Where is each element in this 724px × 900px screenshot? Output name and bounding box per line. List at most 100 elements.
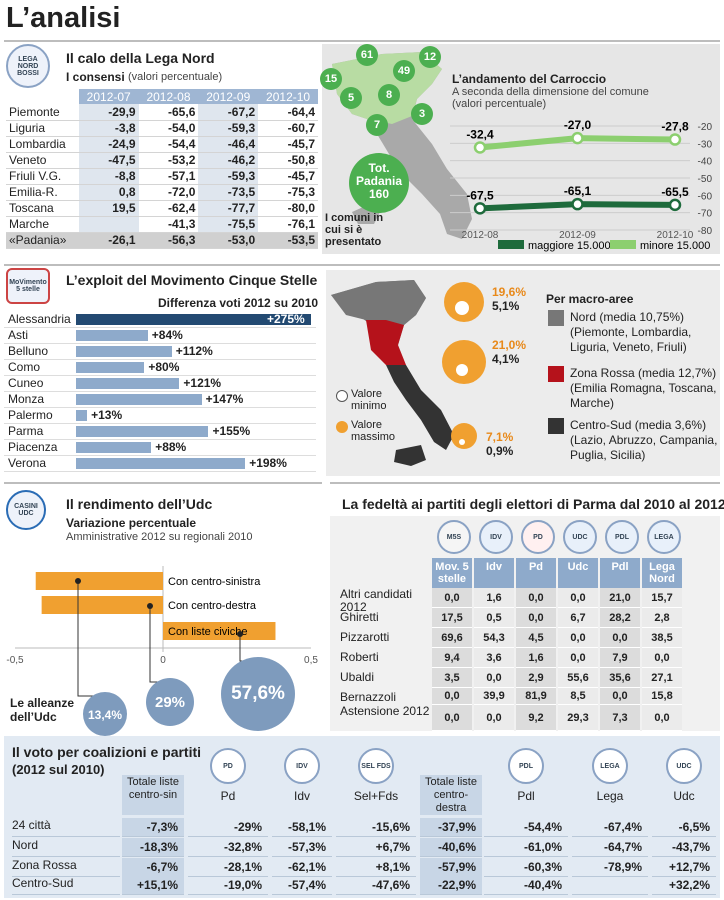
column-header: Pd (516, 558, 556, 588)
carroccio-subtitle2: (valori percentuale) (452, 98, 547, 110)
table-cell: -46,4 (198, 136, 259, 153)
table-cell: 0,0 (516, 588, 556, 608)
row-label: Centro-Sud (12, 876, 120, 895)
coalizioni-subtitle: (2012 sul 2010) (12, 762, 105, 777)
bar-value: +84% (151, 328, 183, 342)
bar (76, 410, 88, 421)
map-count: 7 (366, 114, 388, 136)
table-cell: 0,0 (642, 705, 682, 731)
udc-title: Il rendimento dell’Udc (66, 496, 213, 512)
alliance-bubble (83, 692, 127, 736)
italy-map-m5s (331, 280, 454, 466)
carroccio-title: L’andamento del Carroccio (452, 72, 607, 86)
column-header: Pd (220, 789, 236, 803)
table-cell: -57,9% (420, 858, 482, 877)
table-cell: -61,0% (484, 838, 568, 857)
region-name: Marche (6, 216, 79, 233)
table-cell: 4,5 (516, 628, 556, 648)
row-divider (4, 343, 316, 344)
bar-value: +121% (183, 376, 222, 390)
table-cell: 39,9 (474, 688, 514, 705)
table-cell: 0,0 (600, 688, 640, 705)
table-row: Lombardia -24,9 -54,4 -46,4 -45,7 (6, 136, 318, 153)
table-cell: -47,5 (78, 152, 139, 169)
bar-category: Monza (8, 392, 45, 406)
carroccio-subtitle: A seconda della dimensione del comune (452, 86, 649, 98)
data-label: -65,5 (661, 185, 689, 199)
table-cell: -53,2 (138, 152, 199, 169)
row-divider (4, 327, 316, 328)
bar-label: Con liste civiche (168, 626, 247, 638)
table-cell: 0,0 (474, 705, 514, 731)
x-tick-label: 0 (160, 655, 166, 666)
table-header: 2012-10 (258, 89, 318, 104)
table-cell: -57,1 (138, 168, 199, 185)
table-cell: -67,4% (572, 818, 648, 837)
table-cell: 2,8 (642, 608, 682, 628)
lega-title: Il calo della Lega Nord (66, 50, 215, 66)
region-name: Lombardia (6, 136, 79, 153)
table-cell: -26,1 (78, 232, 139, 249)
table-cell: 3,6 (474, 648, 514, 668)
carroccio-line-chart: -20 -30 -40 -50 -60 -70 -80 -67,5 -65,1 -65,5 -32,… (450, 118, 713, 252)
row-divider (4, 423, 316, 424)
y-tick-label: -20 (698, 122, 713, 133)
table-cell: -24,9 (78, 136, 139, 153)
rossa-max: 21,0% (492, 338, 527, 352)
row-divider (4, 359, 316, 360)
table-cell: -43,7% (652, 838, 716, 857)
udc-subtitle: Variazione percentuale (66, 516, 197, 530)
area-label: Nord (media 10,75%) (570, 310, 685, 324)
table-cell: +8,1% (336, 858, 416, 877)
area-swatch (548, 310, 564, 326)
area-label: Zona Rossa (media 12,7%) (570, 366, 717, 380)
connector-line (149, 606, 170, 683)
table-cell: -58,1% (272, 818, 332, 837)
table-cell: -67,2 (198, 104, 259, 121)
table-cell: -29,9 (78, 104, 139, 121)
data-point (668, 133, 682, 146)
bar (35, 572, 163, 590)
table-cell: -64,7% (572, 838, 648, 857)
anchor-dot (237, 631, 243, 637)
candidate-name: Astensione 2012 (340, 704, 430, 718)
candidate-name: Roberti (340, 650, 379, 664)
data-label: -67,5 (466, 188, 494, 202)
table-cell: -7,3% (122, 818, 184, 837)
bar (76, 362, 145, 373)
bubble-label: 29% (155, 694, 185, 711)
table-cell: -3,8 (78, 120, 139, 137)
row-divider (4, 439, 316, 440)
bar-category: Verona (8, 456, 47, 470)
y-tick-label: -40 (698, 157, 713, 168)
party-logo: PD (210, 748, 246, 784)
column-header: Lega (596, 789, 624, 803)
bar-category: Asti (8, 328, 29, 342)
candidate-name: Bernazzoli (340, 690, 397, 704)
map-count: 61 (356, 44, 378, 66)
column-header: Pdl (517, 789, 535, 803)
party-logo: UDC (666, 748, 702, 784)
region-name: Veneto (6, 152, 79, 169)
bar (76, 314, 311, 325)
table-cell: 0,0 (516, 608, 556, 628)
region-name: Piemonte (6, 104, 79, 121)
bar-label: Con centro-destra (168, 600, 257, 612)
table-cell: 38,5 (642, 628, 682, 648)
comuni-note: I comuni in cui si è presentato (325, 212, 384, 248)
bar-category: Cuneo (8, 376, 44, 390)
bar (76, 378, 180, 389)
table-cell: +12,7% (652, 858, 716, 877)
nord-min: 5,1% (492, 299, 520, 313)
table-cell: 0,0 (558, 628, 598, 648)
candidate-name: Ubaldi (340, 670, 375, 684)
party-logo: LEGA (592, 748, 628, 784)
column-header: Idv (293, 789, 310, 803)
table-cell: -65,6 (138, 104, 199, 121)
table-cell: -80,0 (258, 200, 318, 217)
bar-category: Palermo (8, 408, 53, 422)
section-divider (4, 40, 720, 42)
table-cell: -54,0 (138, 120, 199, 137)
party-logo: PDL (508, 748, 544, 784)
row-divider (4, 471, 316, 472)
